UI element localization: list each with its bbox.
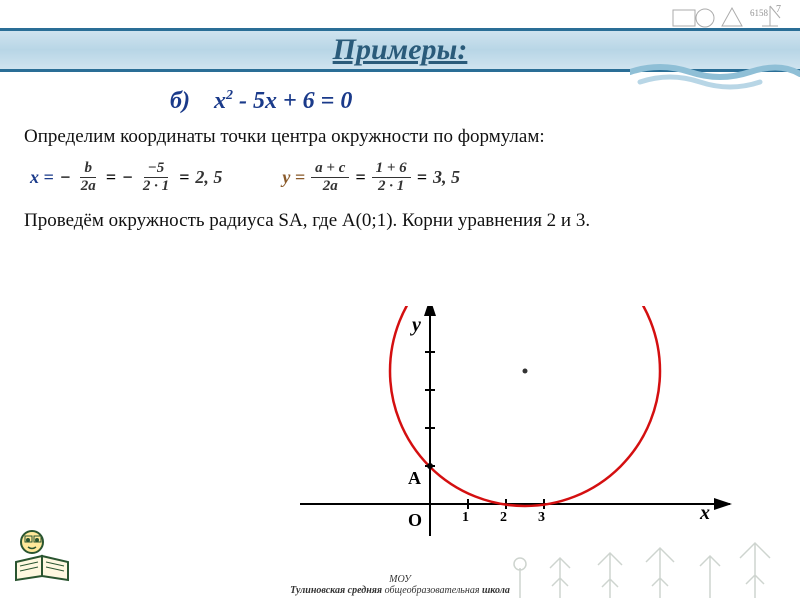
corner-shapes-deco: 6158 7 — [670, 2, 790, 30]
point-A-label: A — [408, 468, 421, 489]
x-frac-1: b 2a — [77, 160, 100, 195]
footer-text: МОУ Тулиновская средняя общеобразователь… — [200, 574, 600, 596]
x-var: x = — [30, 167, 54, 188]
book-icon — [12, 522, 82, 582]
slide-title: Примеры: — [333, 33, 468, 67]
content-area: б) x2 - 5x + 6 = 0 Определим координаты … — [0, 86, 800, 233]
xtick-3: 3 — [538, 510, 545, 526]
origin-label: O — [408, 510, 422, 531]
slide: 6158 7 Примеры: б) x2 - 5x + 6 = 0 Опред… — [0, 0, 800, 600]
y-frac-2: 1 + 6 2 · 1 — [372, 160, 411, 195]
text-line-2: Проведём окружность радиуса SA, где A(0;… — [24, 209, 800, 234]
x-formula: x = − b 2a = − −5 2 · 1 = 2, 5 — [30, 160, 222, 195]
x-frac-2: −5 2 · 1 — [139, 160, 173, 195]
text-line-1: Определим координаты точки центра окружн… — [24, 125, 800, 150]
xtick-1: 1 — [462, 510, 469, 526]
x-result: 2, 5 — [195, 167, 222, 188]
svg-text:6158: 6158 — [750, 8, 769, 18]
eq-label: б) — [170, 88, 190, 114]
eq-body: x2 - 5x + 6 = 0 — [214, 88, 352, 114]
svg-text:7: 7 — [776, 4, 781, 15]
graph: y x A O 1 2 3 — [300, 306, 740, 566]
y-result: 3, 5 — [433, 167, 460, 188]
footer-l1: МОУ — [200, 574, 600, 585]
y-frac-1: a + c 2a — [311, 160, 349, 195]
x-axis-label: x — [700, 502, 710, 525]
neg-sign-1: − — [60, 167, 71, 188]
y-var: y = — [282, 167, 305, 188]
equation-line: б) x2 - 5x + 6 = 0 — [170, 88, 800, 115]
footer-l2c: школа — [482, 585, 510, 596]
y-formula: y = a + c 2a = 1 + 6 2 · 1 = 3, 5 — [282, 160, 460, 195]
neg-sign-2: − — [122, 167, 133, 188]
formulas-row: x = − b 2a = − −5 2 · 1 = 2, 5 y = a + c — [30, 160, 800, 195]
y-axis-label: y — [412, 314, 421, 337]
xtick-2: 2 — [500, 510, 507, 526]
footer-l2b: общеобразовательная — [385, 585, 482, 596]
footer-l2a: Тулиновская средняя — [290, 585, 382, 596]
